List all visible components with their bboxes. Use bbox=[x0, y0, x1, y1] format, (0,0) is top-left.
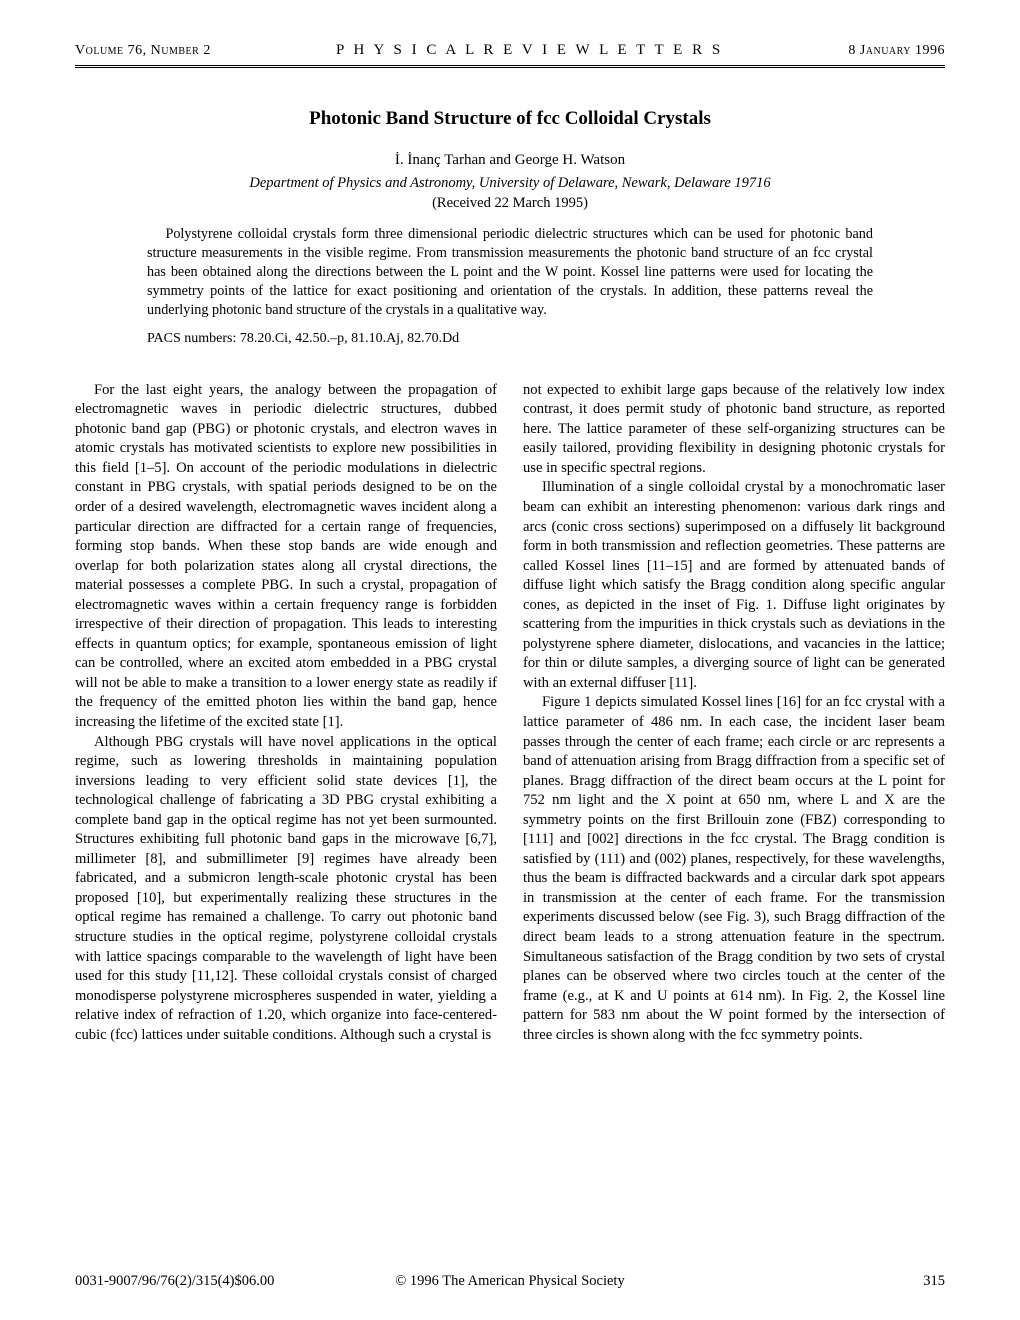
pacs-numbers: PACS numbers: 78.20.Ci, 42.50.–p, 81.10.… bbox=[147, 330, 873, 349]
body-p3: not expected to exhibit large gaps becau… bbox=[523, 381, 945, 479]
footer: 0031-9007/96/76(2)/315(4)$06.00 © 1996 T… bbox=[75, 1272, 945, 1292]
header-date: 8 January 1996 bbox=[848, 42, 945, 61]
article-title: Photonic Band Structure of fcc Colloidal… bbox=[75, 106, 945, 132]
header-journal: P H Y S I C A L R E V I E W L E T T E R … bbox=[336, 40, 723, 60]
abstract-text: Polystyrene colloidal crystals form thre… bbox=[147, 225, 873, 319]
body-p1: For the last eight years, the analogy be… bbox=[75, 381, 497, 733]
received-date: (Received 22 March 1995) bbox=[75, 194, 945, 214]
rule-top-2 bbox=[75, 67, 945, 68]
rule-top-1 bbox=[75, 65, 945, 66]
body-p2: Although PBG crystals will have novel ap… bbox=[75, 733, 497, 1046]
abstract: Polystyrene colloidal crystals form thre… bbox=[147, 225, 873, 319]
body-p5: Figure 1 depicts simulated Kossel lines … bbox=[523, 693, 945, 1045]
body-p4: Illumination of a single colloidal cryst… bbox=[523, 478, 945, 693]
footer-center: © 1996 The American Physical Society bbox=[75, 1272, 945, 1292]
authors: İ. İnanç Tarhan and George H. Watson bbox=[75, 150, 945, 170]
header-volume: Volume 76, Number 2 bbox=[75, 42, 211, 61]
affiliation: Department of Physics and Astronomy, Uni… bbox=[75, 174, 945, 194]
body-columns: For the last eight years, the analogy be… bbox=[75, 381, 945, 1046]
